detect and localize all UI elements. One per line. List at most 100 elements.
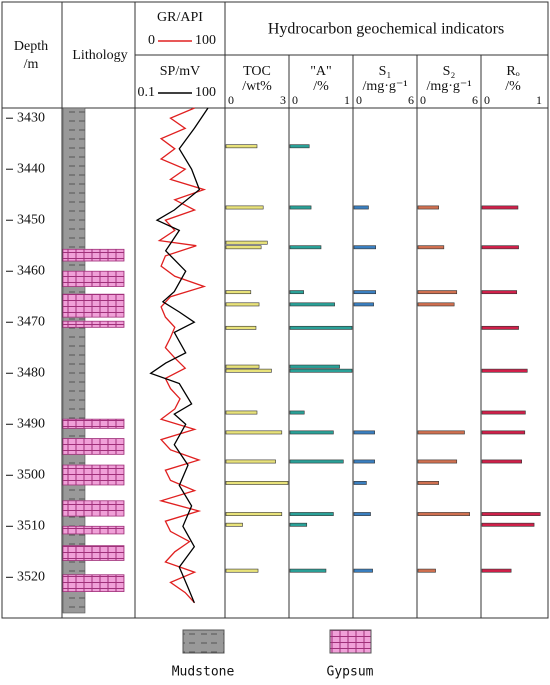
indicator-bar (289, 325, 353, 330)
indicator-name: "A" (310, 64, 332, 79)
indicator-tick-label: 0 (228, 93, 234, 107)
indicator-bar (289, 430, 334, 435)
indicator-bar (289, 144, 310, 149)
gypsum-interval (62, 525, 125, 535)
indicator-bar (481, 410, 526, 415)
indicator-bar (225, 325, 257, 330)
indicator-bar (481, 205, 519, 210)
indicator-bar (225, 459, 276, 464)
indicator-bar (353, 302, 374, 307)
indicator-bar (225, 290, 252, 295)
indicator-bar (481, 430, 526, 435)
legend-swatch (182, 629, 225, 654)
indicator-bar (417, 245, 445, 250)
indicator-bar (417, 568, 436, 573)
indicator-tick-label: 1 (344, 93, 350, 107)
depth-tick-label: 3440 (17, 161, 45, 176)
indicator-bar (289, 364, 340, 369)
indicator-bar (481, 368, 528, 373)
gypsum-interval (62, 248, 125, 262)
legend-swatch (329, 629, 372, 654)
indicator-bar (353, 430, 375, 435)
mudstone-interval (62, 107, 86, 614)
log-tick-label: 0 (148, 33, 155, 48)
indicator-bar (225, 410, 258, 415)
indicator-bar (353, 459, 375, 464)
indicator-name: S₂ (443, 64, 456, 79)
indicator-bar (417, 481, 439, 485)
gypsum-interval (62, 418, 125, 429)
depth-tick-label: 3470 (17, 314, 45, 329)
indicator-tick-label: 0 (420, 93, 426, 107)
indicator-tick-label: 6 (472, 93, 478, 107)
gypsum-interval (62, 574, 125, 592)
depth-tick-label: 3490 (17, 416, 45, 431)
depth-tick-label: 3430 (17, 110, 45, 125)
lithology-title: Lithology (72, 48, 127, 63)
indicator-bar (289, 368, 353, 373)
gypsum-interval (62, 270, 125, 287)
indicator-bar (225, 368, 272, 373)
indicator-bar (481, 512, 541, 516)
geochem-title: Hydrocarbon geochemical indicators (268, 21, 504, 38)
indicator-bar (481, 325, 519, 330)
log-tick-label: 0.1 (138, 85, 156, 100)
indicator-unit: /mg·g⁻¹ (426, 79, 471, 94)
indicator-tick-label: 1 (536, 93, 542, 107)
indicator-bar (481, 568, 512, 573)
indicator-bar (353, 290, 377, 295)
log-tick-label: 100 (195, 33, 216, 48)
gypsum-interval (62, 545, 125, 561)
indicator-bar (289, 290, 304, 295)
indicator-bar (353, 481, 367, 485)
indicator-bar (225, 144, 258, 149)
indicator-unit: /% (505, 79, 521, 94)
depth-tick-label: 3450 (17, 212, 45, 227)
indicator-bar (481, 245, 519, 250)
depth-tick-label: 3480 (17, 365, 45, 380)
indicator-bar (225, 240, 268, 245)
indicator-bar (225, 205, 264, 210)
log-curve (157, 107, 207, 604)
indicator-bar (417, 459, 458, 464)
legend-label: Gypsum (327, 665, 374, 680)
indicator-bar (353, 512, 371, 516)
indicator-name: TOC (243, 64, 271, 79)
indicator-bar (225, 430, 283, 435)
indicator-bar (225, 568, 259, 573)
depth-tick-label: 3500 (17, 467, 45, 482)
log-tick-label: 100 (195, 85, 216, 100)
indicator-bar (289, 245, 322, 250)
indicator-bar (225, 481, 289, 485)
depth-tick-label: 3510 (17, 519, 45, 534)
indicator-bar (289, 459, 344, 464)
indicator-tick-label: 0 (484, 93, 490, 107)
log-name: SP/mV (160, 64, 200, 79)
legend-label: Mudstone (172, 665, 235, 680)
indicator-unit: /mg·g⁻¹ (362, 79, 407, 94)
indicator-unit: /wt% (242, 79, 272, 94)
gypsum-interval (62, 500, 125, 517)
indicator-bar (289, 522, 308, 527)
indicator-bar (225, 302, 260, 307)
indicator-name: S₁ (379, 64, 392, 79)
indicator-tick-label: 6 (408, 93, 414, 107)
indicator-tick-label: 0 (292, 93, 298, 107)
indicator-bar (289, 302, 335, 307)
indicator-unit: /% (313, 79, 329, 94)
indicator-bar (289, 568, 327, 573)
indicator-bar (353, 568, 373, 573)
indicator-tick-label: 0 (356, 93, 362, 107)
log-name: GR/API (157, 10, 203, 25)
indicator-bar (225, 245, 262, 250)
gypsum-interval (62, 464, 125, 486)
indicator-bar (417, 205, 439, 210)
indicator-bar (481, 459, 522, 464)
indicator-bar (289, 512, 334, 516)
gypsum-interval (62, 293, 125, 318)
gypsum-interval (62, 438, 125, 455)
depth-tick-label: 3460 (17, 263, 45, 278)
indicator-bar (225, 522, 243, 527)
indicator-bar (417, 302, 455, 307)
